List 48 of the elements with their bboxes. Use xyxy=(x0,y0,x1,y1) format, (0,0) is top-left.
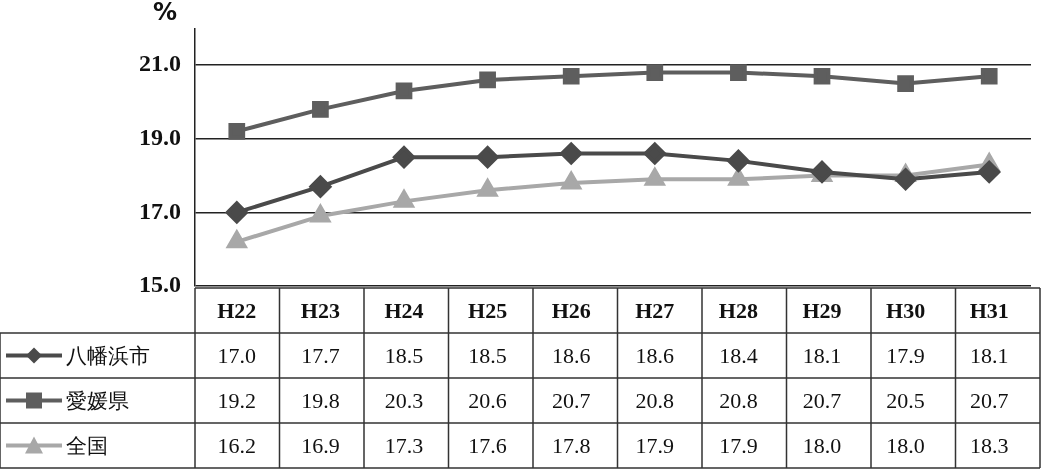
data-label: 18.5 xyxy=(384,343,424,369)
data-label: 18.0 xyxy=(886,433,925,459)
data-label: 18.4 xyxy=(719,343,758,369)
data-label: 20.7 xyxy=(802,388,842,414)
data-label: 20.5 xyxy=(886,388,925,414)
x-tick-label: H24 xyxy=(384,298,424,324)
data-label: 17.0 xyxy=(217,343,257,369)
data-label: 18.1 xyxy=(969,343,1009,369)
x-tick-label: H25 xyxy=(468,298,508,324)
data-label: 18.6 xyxy=(551,343,591,369)
y-tick-label: 21.0 xyxy=(139,50,181,77)
data-label: 20.7 xyxy=(969,388,1009,414)
data-label: 17.3 xyxy=(384,433,424,459)
legend-label: 全国 xyxy=(66,433,108,458)
y-tick-label: 17.0 xyxy=(139,197,181,224)
x-tick-label: H30 xyxy=(886,298,926,324)
data-label: 17.9 xyxy=(719,433,758,459)
x-tick-label: H22 xyxy=(217,298,257,324)
data-label: 18.0 xyxy=(802,433,842,459)
data-label: 17.8 xyxy=(551,433,591,459)
data-label: 19.8 xyxy=(301,388,340,414)
data-label: 20.6 xyxy=(468,388,507,414)
x-tick-label: H28 xyxy=(718,298,758,324)
data-label: 17.9 xyxy=(886,343,925,369)
data-label: 18.3 xyxy=(969,433,1009,459)
y-tick-label: 19.0 xyxy=(139,124,181,150)
data-label: 20.8 xyxy=(635,388,675,414)
data-label: 18.6 xyxy=(635,343,675,369)
data-label: 20.8 xyxy=(719,388,758,414)
data-label: 16.9 xyxy=(301,433,340,459)
legend-label: 八幡浜市 xyxy=(66,343,150,368)
data-label: 17.9 xyxy=(635,433,675,459)
y-tick-label: 15.0 xyxy=(139,271,181,298)
x-tick-label: H26 xyxy=(551,298,591,324)
data-label: 16.2 xyxy=(217,433,257,459)
x-tick-label: H31 xyxy=(969,298,1009,324)
legend-label: 愛媛県 xyxy=(66,388,129,413)
y-axis-title: % xyxy=(152,0,178,27)
x-tick-label: H27 xyxy=(635,298,675,324)
data-label: 20.7 xyxy=(551,388,591,414)
data-label: 19.2 xyxy=(217,388,257,414)
data-label: 18.1 xyxy=(802,343,842,369)
data-label: 17.6 xyxy=(468,433,507,459)
data-label: 18.5 xyxy=(468,343,507,369)
data-label: 20.3 xyxy=(384,388,424,414)
data-label: 17.7 xyxy=(301,343,340,369)
x-tick-label: H23 xyxy=(300,298,340,324)
x-tick-label: H29 xyxy=(802,298,842,324)
